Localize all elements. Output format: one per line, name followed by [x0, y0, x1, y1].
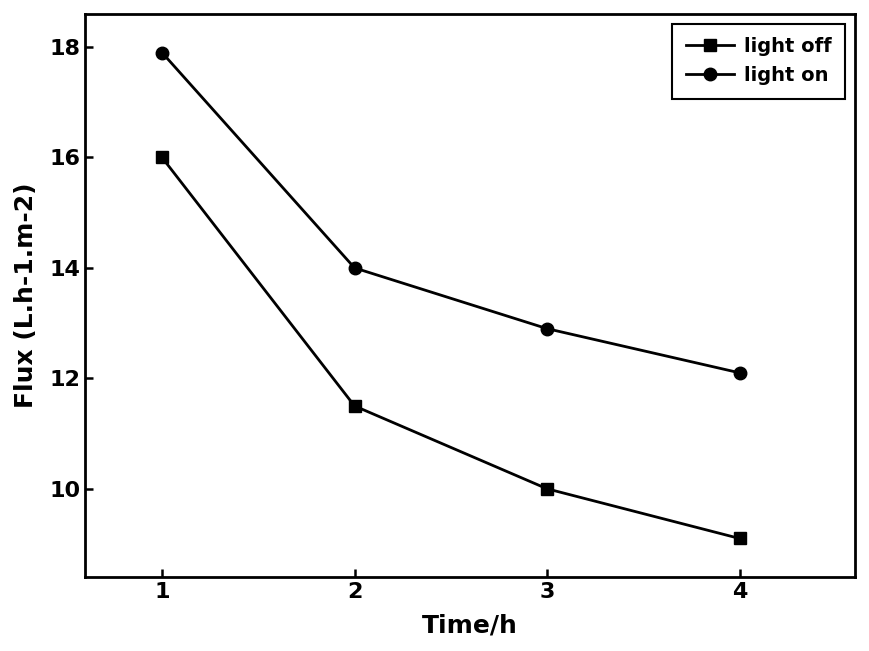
light on	[542, 325, 553, 333]
Y-axis label: Flux (L.h-1.m-2): Flux (L.h-1.m-2)	[14, 183, 38, 408]
light off	[156, 154, 167, 161]
light on	[156, 49, 167, 57]
X-axis label: Time/h: Time/h	[422, 613, 518, 637]
Line: light off: light off	[156, 152, 745, 544]
light on	[349, 264, 360, 272]
light on	[734, 369, 745, 377]
light off	[349, 402, 360, 410]
Legend: light off, light on: light off, light on	[673, 23, 846, 98]
light off	[542, 485, 553, 493]
Line: light on: light on	[156, 46, 746, 379]
light off	[734, 534, 745, 542]
